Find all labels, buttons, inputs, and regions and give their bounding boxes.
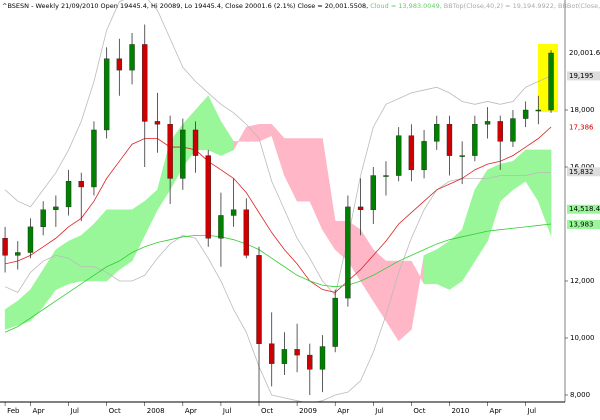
indicator-line	[4, 223, 552, 333]
chart-header: ^BSESN - Weekly 21/09/2010 Open 19445.4,…	[2, 2, 600, 10]
indicator-line	[4, 126, 552, 293]
candle-body	[129, 44, 135, 71]
header-part: BBTop(Close,40,2) = 19,194.9922,	[444, 2, 556, 10]
price-tag: 19,195	[569, 72, 594, 80]
candle-body	[192, 129, 199, 156]
candle-body	[497, 121, 503, 142]
candle-body	[103, 58, 110, 131]
y-tick-label: 10,000	[570, 334, 595, 342]
indicator-line	[4, 0, 552, 297]
cloud-segment	[296, 138, 311, 202]
candle-body	[446, 124, 453, 156]
price-tag: 13,983	[569, 220, 594, 228]
candle-body	[319, 346, 326, 370]
candle-body	[205, 155, 211, 239]
x-tick-label: Jul	[222, 407, 232, 415]
candle-body	[395, 135, 402, 176]
candle-body	[421, 141, 427, 171]
cloud-segment	[398, 260, 412, 342]
y-tick-label: 12,000	[570, 277, 595, 285]
x-tick-label: Oct	[413, 407, 425, 415]
candle-body	[78, 181, 84, 188]
x-tick-label: Oct	[261, 407, 273, 415]
header-part: Cloud = 13,983.0049,	[370, 2, 442, 10]
price-tag-bg	[567, 71, 600, 81]
candle-body	[548, 52, 554, 111]
price-tag-bg	[567, 219, 600, 229]
candle-body	[256, 255, 262, 344]
candle-body	[510, 118, 516, 142]
candle-body	[408, 135, 415, 171]
candle-body	[15, 252, 21, 256]
price-tag: 14,518.4	[569, 205, 600, 213]
price-tag-bg	[567, 48, 600, 58]
candle-body	[243, 209, 250, 256]
candle-body	[370, 175, 376, 210]
header-part: ^BSESN - Weekly 21/09/2010 Open 19445.4,…	[2, 2, 368, 10]
candle-body	[269, 343, 275, 364]
price-tag-bg	[567, 123, 600, 133]
cloud-segment	[106, 209, 120, 282]
x-tick-label: Apr	[185, 407, 197, 415]
candle-body	[383, 175, 389, 177]
indicator-line	[4, 172, 552, 402]
price-tag: 15,832	[569, 168, 594, 176]
cloud-segment	[538, 149, 552, 236]
candle-body	[142, 44, 148, 122]
candle-body	[472, 124, 478, 156]
candle-body	[2, 238, 8, 256]
cloud-segment	[436, 240, 450, 290]
x-tick-label: 2008	[147, 407, 165, 415]
candle-body	[40, 209, 46, 228]
candle-body	[345, 206, 351, 299]
candle-body	[535, 109, 542, 112]
candle-body	[484, 121, 491, 125]
cloud-segment	[423, 249, 438, 285]
y-tick-label: 16,000	[570, 163, 595, 171]
candle-body	[522, 109, 529, 119]
x-tick-label: Jul	[527, 407, 537, 415]
x-tick-label: Jul	[70, 407, 80, 415]
x-tick-label: Jul	[374, 407, 384, 415]
x-tick-label: Oct	[109, 407, 121, 415]
plot-area	[2, 0, 558, 402]
candle-body	[307, 354, 313, 370]
price-tag-bg	[567, 204, 600, 214]
candle-body	[27, 226, 34, 253]
y-tick-label: 18,000	[570, 106, 595, 114]
candle-body	[65, 181, 72, 208]
x-tick-label: Apr	[337, 407, 349, 415]
candle-body	[91, 129, 97, 188]
header-part: BBBot(Close,40,2) = 15,831.7529,	[558, 2, 600, 10]
cloud-segment	[119, 209, 133, 271]
candle-body	[281, 349, 288, 364]
y-tick-label: 8,000	[570, 391, 590, 399]
price-tag-bg	[567, 167, 600, 177]
candle-body	[154, 121, 161, 125]
x-tick-label: Apr	[490, 407, 502, 415]
candle-body	[434, 124, 440, 142]
x-tick-label: 2010	[451, 407, 469, 415]
candle-body	[357, 206, 364, 210]
price-tag: 17,386	[569, 124, 594, 132]
candle-body	[218, 215, 224, 239]
candle-body	[459, 155, 465, 157]
highlight-box	[538, 44, 558, 112]
candle-body	[53, 206, 59, 210]
candle-body	[116, 58, 123, 71]
price-tag: 20,001.6	[569, 49, 600, 57]
candle-body	[167, 124, 173, 179]
candle-body	[332, 297, 338, 347]
x-tick-label: Apr	[32, 407, 44, 415]
x-tick-label: Feb	[7, 407, 20, 415]
candle-body	[230, 209, 237, 216]
x-tick-label: 2009	[299, 407, 317, 415]
candle-body	[294, 349, 300, 356]
candle-body	[180, 129, 186, 179]
cloud-segment	[55, 240, 69, 290]
